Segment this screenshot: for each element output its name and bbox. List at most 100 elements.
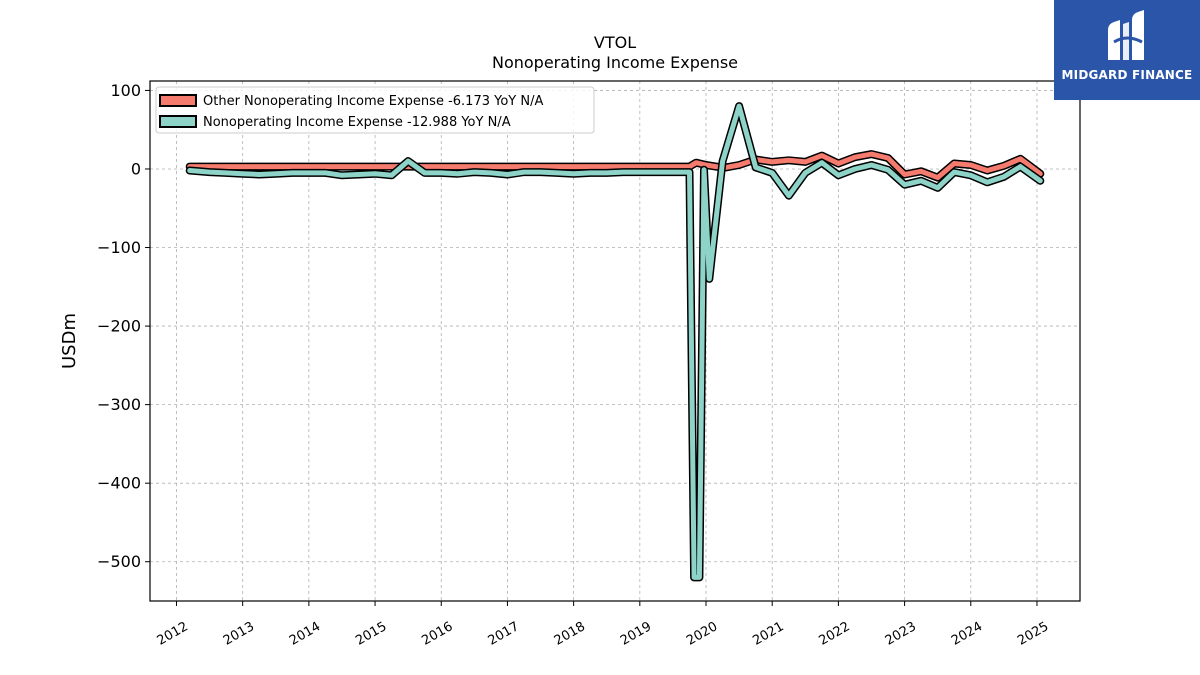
data-point	[391, 174, 393, 176]
data-point	[871, 164, 872, 166]
data-point	[920, 170, 922, 172]
data-point	[655, 166, 657, 168]
data-point	[708, 278, 710, 280]
data-point	[258, 174, 260, 175]
data-point	[920, 180, 922, 182]
data-point	[275, 166, 277, 168]
series-layer	[185, 102, 1045, 582]
data-point	[887, 169, 889, 171]
data-point	[639, 171, 641, 173]
data-point	[788, 159, 790, 161]
data-point	[506, 174, 508, 175]
data-point	[821, 155, 823, 157]
data-point	[672, 166, 674, 168]
x-tick-label: 2019	[618, 619, 654, 649]
legend-label: Nonoperating Income Expense -12.988 YoY …	[203, 115, 511, 130]
data-point	[771, 161, 773, 163]
data-point	[490, 166, 492, 168]
data-point	[473, 171, 475, 173]
x-tick-label: 2022	[817, 619, 853, 649]
data-point	[639, 166, 641, 168]
data-point	[804, 161, 806, 163]
data-point	[689, 166, 690, 168]
data-point	[324, 166, 326, 168]
data-point	[225, 172, 227, 174]
x-tick-label: 2016	[419, 619, 455, 649]
y-tick-label: −500	[97, 552, 141, 571]
data-point	[374, 173, 376, 175]
y-tick-label: −200	[97, 317, 141, 336]
x-tick-label: 2017	[486, 619, 522, 649]
data-point	[424, 166, 426, 168]
y-tick-label: −100	[97, 238, 141, 257]
data-point	[308, 172, 310, 174]
data-point	[622, 171, 624, 173]
legend: Other Nonoperating Income Expense -6.173…	[155, 86, 595, 134]
data-point	[693, 576, 695, 578]
data-point	[871, 153, 872, 155]
legend-swatch	[159, 94, 197, 107]
data-point	[606, 166, 608, 168]
data-point	[209, 171, 211, 173]
x-tick-label: 2024	[949, 619, 985, 649]
data-point	[986, 181, 988, 183]
y-tick-label: 100	[110, 81, 141, 100]
x-tick-label: 2014	[287, 619, 323, 649]
data-point	[540, 171, 541, 173]
data-point	[324, 172, 326, 174]
data-point	[225, 166, 227, 168]
data-point	[291, 166, 293, 168]
data-point	[738, 164, 740, 166]
data-point	[722, 160, 724, 162]
data-point	[655, 171, 657, 173]
data-point	[771, 172, 773, 174]
y-axis: 100 0 −100 −200 −300 −400 −500	[97, 81, 150, 571]
data-point	[970, 174, 972, 176]
data-point	[738, 105, 740, 107]
data-point	[904, 174, 906, 175]
data-point	[821, 162, 823, 164]
x-tick-label: 2025	[1015, 619, 1051, 649]
x-tick-label: 2023	[883, 619, 919, 649]
data-point	[490, 172, 492, 174]
series-line	[187, 151, 1043, 181]
data-point	[1003, 165, 1005, 167]
data-point	[606, 172, 608, 174]
data-point	[715, 166, 717, 168]
data-point	[275, 173, 277, 175]
data-point	[788, 195, 790, 197]
data-point	[622, 166, 624, 168]
chart-title: VTOL	[594, 33, 636, 52]
data-point	[970, 164, 972, 166]
data-point	[506, 166, 508, 168]
data-point	[904, 184, 906, 186]
data-point	[698, 576, 700, 578]
data-point	[1039, 180, 1041, 182]
logo-mark-icon	[1108, 10, 1144, 60]
legend-label: Other Nonoperating Income Expense -6.173…	[203, 94, 543, 109]
data-point	[953, 163, 955, 164]
data-point	[804, 172, 806, 174]
data-point	[440, 172, 442, 174]
data-point	[854, 156, 856, 158]
data-point	[937, 187, 939, 189]
data-point	[1003, 176, 1005, 178]
data-point	[341, 174, 343, 176]
plot-frame	[149, 80, 1081, 602]
data-point	[440, 166, 442, 168]
data-point	[540, 166, 541, 168]
data-point	[556, 166, 558, 168]
data-point	[258, 166, 260, 168]
legend-swatch	[159, 115, 197, 128]
data-point	[589, 166, 591, 168]
x-tick-label: 2018	[552, 619, 588, 649]
x-tick-label: 2020	[684, 619, 720, 649]
data-point	[1019, 158, 1021, 160]
data-point	[358, 174, 359, 175]
data-point	[986, 170, 988, 171]
x-tick-label: 2013	[221, 619, 257, 649]
data-point	[189, 170, 191, 171]
midgard-finance-logo: MIDGARD FINANCE	[1054, 0, 1200, 100]
data-point	[424, 172, 426, 174]
